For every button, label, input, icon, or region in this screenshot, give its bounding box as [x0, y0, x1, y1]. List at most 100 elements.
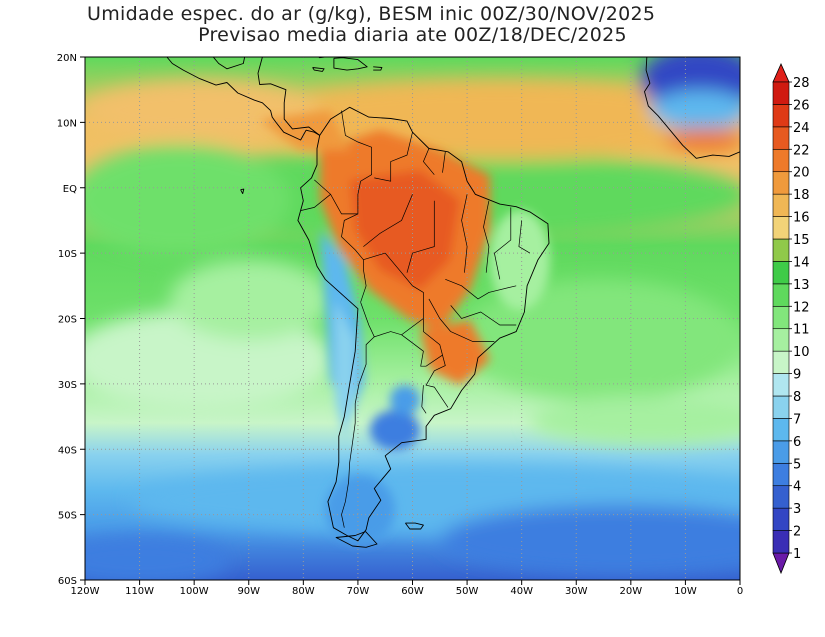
- coastline-segment: [405, 522, 424, 530]
- colorbar-label: 2: [793, 525, 801, 540]
- border-segment: [425, 355, 449, 408]
- x-tick-label: 100W: [180, 586, 209, 597]
- colorbar-label: 20: [793, 166, 810, 181]
- y-axis: 20N 10N EQ 10S 20S 30S 40S 50S 60S: [57, 53, 85, 587]
- coastline-segment: [317, 57, 329, 59]
- y-tick-label: 60S: [58, 576, 77, 587]
- colorbar-swatch: [772, 462, 790, 487]
- border-segment: [421, 385, 427, 414]
- x-tick-label: 40W: [510, 586, 533, 597]
- colorbar-label: 7: [793, 412, 801, 427]
- colorbar-swatch: [772, 485, 790, 509]
- colorbar-swatch: [772, 81, 790, 105]
- border-segment: [300, 194, 331, 211]
- colorbar-label: 11: [793, 323, 810, 338]
- border-segment: [314, 110, 372, 215]
- border-segment: [422, 148, 435, 175]
- colorbar-label: 28: [793, 76, 810, 91]
- border-segment: [363, 252, 424, 319]
- border-segment: [483, 200, 490, 273]
- coastline-segment: [297, 106, 550, 542]
- x-tick-label: 50W: [456, 586, 479, 597]
- colorbar-swatch: [772, 418, 790, 442]
- border-segment: [518, 220, 531, 254]
- colorbar-label: 10: [793, 345, 810, 360]
- colorbar-swatch: [772, 216, 790, 240]
- colorbar-label: 26: [793, 98, 810, 113]
- border-segment: [445, 278, 517, 300]
- border-segment: [341, 336, 375, 528]
- border-segment: [374, 132, 413, 182]
- coastline-segment: [373, 66, 383, 71]
- colorbar-over-triangle: [772, 63, 790, 83]
- y-tick-label: 10S: [58, 249, 77, 260]
- colorbar-swatch: [772, 104, 790, 128]
- humidity-field: [85, 57, 740, 580]
- colorbar-swatch: [772, 395, 790, 419]
- y-tick-label: 20S: [58, 315, 77, 326]
- colorbar-label: 13: [793, 278, 810, 293]
- colorbar-swatch: [772, 126, 790, 150]
- y-tick-label: 40S: [58, 445, 77, 456]
- y-tick-label: 10N: [57, 118, 77, 129]
- x-tick-label: 120W: [71, 586, 100, 597]
- coastline-segment: [312, 67, 325, 72]
- colorbar-label: 15: [793, 233, 810, 248]
- colorbar-label: 9: [793, 368, 801, 383]
- colorbar-label: 24: [793, 121, 810, 136]
- border-segment: [461, 194, 468, 273]
- y-tick-label: 20N: [57, 53, 77, 64]
- colorbar-swatch: [772, 283, 790, 307]
- border-segment: [341, 213, 367, 303]
- coastline-segment: [240, 188, 245, 195]
- border-segment: [363, 194, 413, 247]
- colorbar-swatch: [772, 193, 790, 217]
- coastline-segment: [212, 57, 320, 136]
- colorbar-swatch: [772, 373, 790, 397]
- x-tick-label: 60W: [401, 586, 424, 597]
- border-segment: [494, 207, 512, 280]
- border-segment: [442, 151, 446, 173]
- colorbar-label: 3: [793, 502, 801, 517]
- x-tick-label: 0: [737, 586, 743, 597]
- border-segment: [450, 305, 517, 326]
- y-tick-label: 50S: [58, 511, 77, 522]
- colorbar-label: 22: [793, 143, 810, 158]
- colorbar-label: 1: [793, 547, 801, 562]
- coastline-segment: [333, 57, 368, 71]
- colorbar-swatch: [772, 238, 790, 262]
- x-tick-label: 90W: [237, 586, 260, 597]
- x-tick-label: 20W: [620, 586, 643, 597]
- colorbar-swatch: [772, 171, 790, 195]
- colorbar-swatch: [772, 350, 790, 374]
- x-tick-label: 70W: [347, 586, 370, 597]
- colorbar-label: 8: [793, 390, 801, 405]
- colorbar-swatch: [772, 440, 790, 464]
- x-tick-label: 80W: [292, 586, 315, 597]
- colorbar-swatch: [772, 305, 790, 330]
- border-segment: [450, 331, 495, 342]
- colorbar-swatch: [772, 261, 790, 285]
- colorbar-label: 6: [793, 435, 801, 450]
- x-tick-label: 10W: [674, 586, 697, 597]
- coastline-segment: [166, 57, 320, 141]
- border-segment: [428, 298, 451, 332]
- colorbar-under-triangle: [772, 552, 790, 575]
- coastline-segment: [335, 531, 378, 548]
- coastlines: [166, 57, 740, 548]
- colorbar-swatch: [772, 530, 790, 554]
- x-axis: 120W 110W 100W 90W 80W 70W 60W 50W 40W 30W 20W 10W 0: [71, 580, 743, 597]
- colorbar-swatch: [772, 148, 790, 173]
- coastline-segment: [644, 57, 740, 159]
- x-tick-label: 110W: [125, 586, 154, 597]
- colorbar-label: 16: [793, 211, 810, 226]
- border-segment: [401, 318, 443, 367]
- chart-title-line2: Previsao media diaria ate 00Z/18/DEC/202…: [198, 24, 627, 46]
- colorbar-label: 18: [793, 188, 810, 203]
- border-segment: [360, 302, 424, 338]
- colorbar-label: 4: [793, 480, 801, 495]
- x-tick-label: 30W: [565, 586, 588, 597]
- colorbar-swatch: [772, 328, 790, 352]
